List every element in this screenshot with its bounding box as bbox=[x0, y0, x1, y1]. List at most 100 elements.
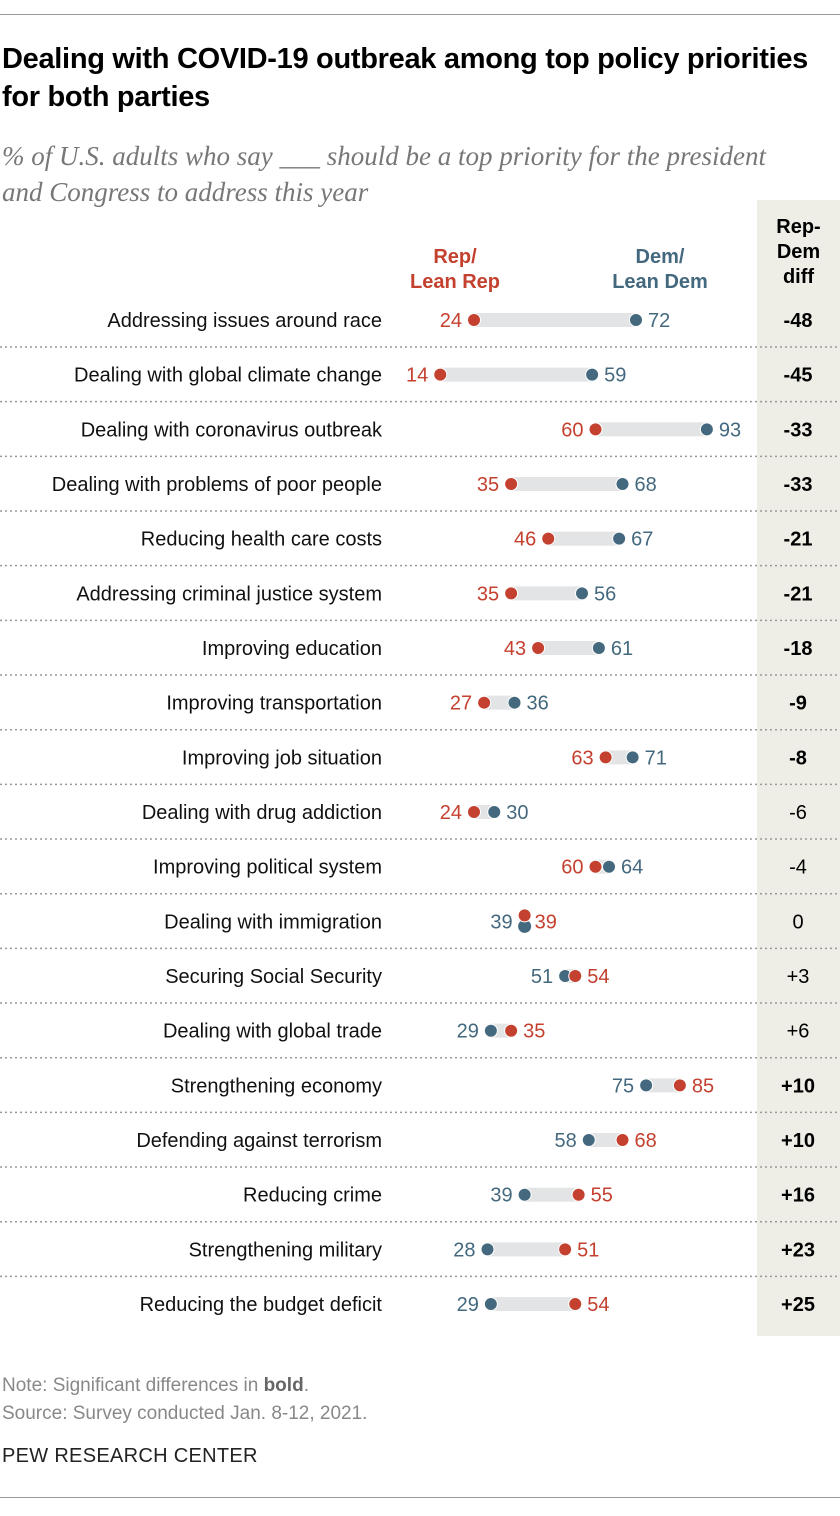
dem-value: 56 bbox=[594, 583, 616, 605]
dem-value: 68 bbox=[635, 474, 657, 496]
rep-value: 54 bbox=[587, 966, 609, 988]
dem-value: 64 bbox=[621, 857, 643, 879]
diff-header-line: Rep- bbox=[776, 216, 821, 238]
row-label: Dealing with immigration bbox=[164, 911, 382, 933]
dem-dot bbox=[625, 750, 640, 765]
diff-value: -48 bbox=[784, 310, 813, 332]
diff-header-line: Dem bbox=[776, 241, 821, 263]
dem-dot bbox=[517, 1187, 532, 1202]
diff-column-background bbox=[757, 200, 840, 1336]
range-bar bbox=[538, 641, 599, 656]
diff-value: +25 bbox=[781, 1294, 815, 1316]
top-rule bbox=[0, 14, 840, 15]
note-suffix: . bbox=[303, 1375, 309, 1396]
range-bar bbox=[524, 1187, 579, 1202]
diff-value: +16 bbox=[781, 1185, 815, 1207]
rep-value: 85 bbox=[692, 1075, 714, 1097]
row-label: Strengthening military bbox=[189, 1239, 382, 1261]
range-bar bbox=[474, 313, 636, 327]
rep-dot bbox=[588, 859, 603, 874]
rep-dot bbox=[568, 1297, 583, 1312]
diff-value: -21 bbox=[784, 583, 813, 605]
row-label: Improving job situation bbox=[182, 747, 382, 769]
rep-dot bbox=[531, 641, 546, 656]
dem-value: 29 bbox=[457, 1021, 479, 1043]
range-bar bbox=[646, 1078, 680, 1093]
rep-value: 60 bbox=[561, 857, 583, 879]
rep-dot bbox=[504, 1023, 519, 1038]
rep-value: 46 bbox=[514, 529, 536, 551]
dem-dot bbox=[585, 367, 600, 382]
dem-dot bbox=[615, 477, 630, 492]
diff-value: -21 bbox=[784, 529, 813, 551]
rep-value: 24 bbox=[440, 310, 462, 332]
rep-value: 14 bbox=[406, 365, 428, 387]
diff-value: -4 bbox=[789, 857, 807, 879]
rep-dot bbox=[433, 367, 448, 382]
diff-value: -33 bbox=[784, 474, 813, 496]
rep-value: 63 bbox=[571, 747, 593, 769]
rep-dot bbox=[541, 531, 556, 546]
diff-value: +6 bbox=[787, 1021, 810, 1043]
diff-value: +10 bbox=[781, 1130, 815, 1152]
dem-value: 58 bbox=[555, 1130, 577, 1152]
diff-value: -6 bbox=[789, 802, 807, 824]
rep-dot bbox=[558, 1242, 573, 1257]
dem-dot bbox=[507, 695, 522, 710]
note-bold: bold bbox=[263, 1375, 304, 1396]
range-bar bbox=[484, 695, 515, 710]
dem-dot bbox=[639, 1078, 654, 1093]
range-bar bbox=[511, 586, 582, 601]
range-bar bbox=[490, 1297, 576, 1312]
legend-dem: Dem/ Lean Dem bbox=[590, 245, 730, 295]
rep-value: 54 bbox=[587, 1294, 609, 1316]
rep-dot bbox=[467, 313, 481, 327]
notes: Note: Significant differences in bold. S… bbox=[2, 1372, 367, 1428]
rep-value: 51 bbox=[577, 1239, 599, 1261]
dem-dot bbox=[612, 531, 627, 546]
diff-header-line: diff bbox=[782, 266, 815, 288]
dem-value: 36 bbox=[527, 693, 549, 715]
legend-dem-line: Lean Dem bbox=[612, 271, 708, 293]
row-label: Defending against terrorism bbox=[136, 1130, 382, 1152]
rep-dot bbox=[672, 1078, 687, 1093]
row-label: Improving political system bbox=[153, 857, 382, 879]
dem-dot bbox=[487, 805, 502, 820]
rep-dot bbox=[615, 1133, 630, 1148]
row-label: Dealing with coronavirus outbreak bbox=[81, 419, 383, 441]
rep-value: 43 bbox=[504, 638, 526, 660]
dem-value: 72 bbox=[648, 310, 670, 332]
range-bar bbox=[548, 531, 620, 546]
dem-dot bbox=[480, 1242, 495, 1257]
dem-value: 67 bbox=[631, 529, 653, 551]
dem-value: 39 bbox=[490, 911, 512, 933]
rep-dot bbox=[477, 695, 492, 710]
rep-value: 55 bbox=[591, 1185, 613, 1207]
dem-dot bbox=[629, 313, 643, 327]
rep-dot bbox=[467, 805, 481, 820]
dem-value: 51 bbox=[531, 966, 553, 988]
range-bar bbox=[511, 477, 623, 492]
row-label: Dealing with problems of poor people bbox=[52, 474, 382, 496]
chart-title: Dealing with COVID-19 outbreak among top… bbox=[2, 43, 808, 113]
bottom-rule bbox=[0, 1497, 840, 1498]
row-label: Addressing issues around race bbox=[107, 310, 382, 332]
rep-dot bbox=[504, 477, 519, 492]
diff-header: Rep- Dem diff bbox=[757, 215, 840, 290]
rep-value: 24 bbox=[440, 802, 462, 824]
dem-dot bbox=[591, 641, 606, 656]
dem-dot bbox=[575, 586, 589, 601]
rep-dot bbox=[517, 908, 532, 923]
diff-value: +3 bbox=[787, 966, 810, 988]
dem-dot bbox=[483, 1023, 498, 1038]
dem-dot bbox=[699, 422, 714, 437]
rep-dot bbox=[568, 969, 583, 984]
rep-dot bbox=[588, 422, 603, 437]
dem-dot bbox=[518, 919, 532, 933]
rep-dot bbox=[504, 586, 519, 601]
diff-value: 0 bbox=[792, 911, 803, 933]
range-bar bbox=[588, 1133, 623, 1148]
row-label: Improving education bbox=[202, 638, 382, 660]
